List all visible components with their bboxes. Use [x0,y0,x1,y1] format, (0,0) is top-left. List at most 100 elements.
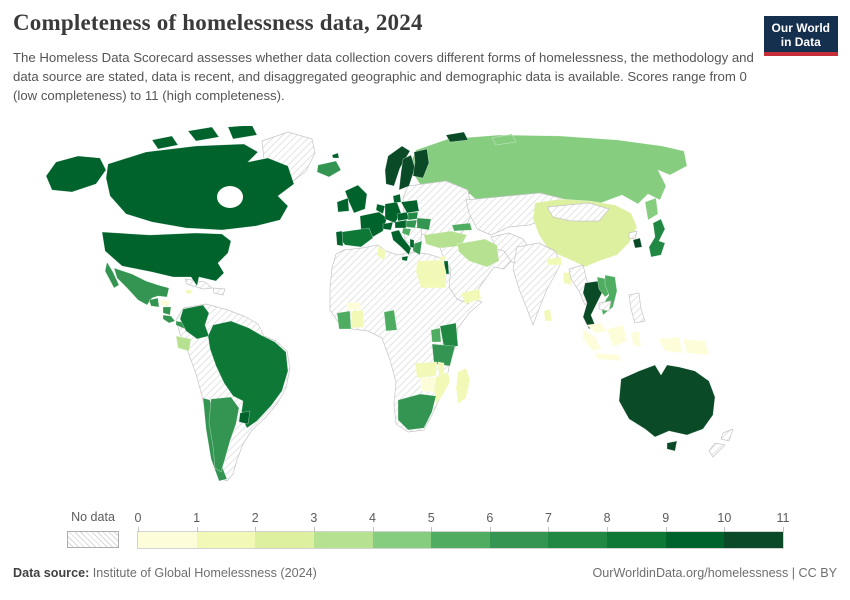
footer-source-text: Institute of Global Homelessness (2024) [92,566,317,580]
owid-logo-line1: Our World [771,21,830,35]
country-united-states[interactable] [45,155,232,287]
legend-cell[interactable] [607,532,666,548]
country-italy[interactable] [390,229,412,262]
legend-tick-line [372,527,374,532]
country-madagascar[interactable] [455,367,471,405]
legend-tick-line [196,527,198,532]
country-kenya[interactable] [439,322,459,349]
country-netherlands[interactable] [375,203,386,215]
legend-cell[interactable] [665,532,725,548]
country-canada[interactable] [105,126,295,231]
country-portugal[interactable] [335,230,344,247]
country-north-korea[interactable] [628,230,638,240]
legend-cell[interactable] [489,532,549,548]
country-switzerland[interactable] [382,221,394,231]
legend-tick-label: 3 [310,511,318,525]
legend-cell[interactable] [255,532,314,548]
legend-no-data-label: No data [71,510,115,524]
country-finland[interactable] [412,148,430,179]
country-ecuador[interactable] [175,335,192,352]
country-burkina-faso[interactable] [345,301,362,311]
country-honduras[interactable] [159,298,171,308]
country-ireland[interactable] [336,197,350,213]
country-new-zealand[interactable] [708,428,734,458]
country-cuba[interactable] [184,278,213,290]
legend-tick-label: 4 [369,511,377,525]
legend-cell[interactable] [548,532,608,548]
country-jamaica[interactable] [185,289,193,295]
legend-cell[interactable] [313,532,373,548]
country-yemen[interactable] [460,288,482,305]
page-title: Completeness of homelessness data, 2024 [13,10,423,35]
country-south-africa[interactable] [397,393,437,431]
legend-tick-label: 6 [486,511,494,525]
country-georgia[interactable] [451,222,473,232]
country-nepal[interactable] [546,256,563,266]
country-iceland[interactable] [316,160,342,178]
country-india[interactable] [512,242,562,326]
country-spain[interactable] [338,227,374,248]
country-norway[interactable] [384,131,469,187]
country-hungary[interactable] [405,219,418,229]
legend-cell[interactable] [372,532,432,548]
legend-tick-line [431,527,433,532]
country-uganda[interactable] [430,327,442,343]
country-japan[interactable] [648,218,666,258]
country-guatemala[interactable] [148,297,160,308]
country-egypt[interactable] [415,259,447,289]
legend-cell[interactable] [431,532,490,548]
country-argentina[interactable] [208,396,240,473]
country-cambodia[interactable] [598,300,612,312]
country-philippines[interactable] [628,292,646,324]
legend-tick-label: 5 [427,511,435,525]
country-costa-rica[interactable] [162,314,176,324]
page-subtitle: The Homeless Data Scorecard assesses whe… [13,50,754,104]
country-romania[interactable] [416,217,432,231]
country-cameroon[interactable] [383,309,398,332]
country-albania[interactable] [409,238,415,249]
country-hispaniola[interactable] [212,287,226,296]
country-tanzania[interactable] [431,343,456,367]
legend-no-data: No data [67,510,119,548]
country-croatia[interactable] [401,227,412,237]
owid-logo[interactable]: Our World in Data [763,16,838,56]
country-sweden[interactable] [398,154,416,191]
country-mexico[interactable] [104,261,170,306]
country-zimbabwe[interactable] [419,376,437,393]
country-united-kingdom[interactable] [344,184,368,214]
country-mongolia[interactable] [546,202,610,222]
legend-tick-line [255,527,257,532]
legend-cell[interactable] [196,532,256,548]
country-indonesia[interactable] [582,324,684,362]
country-iran[interactable] [456,238,500,268]
country-slovakia[interactable] [407,211,419,221]
legend-tick-line [665,527,667,532]
country-tunisia[interactable] [376,245,387,262]
legend-no-data-swatch[interactable] [67,531,119,548]
legend-tick-label: 11 [776,511,790,525]
country-poland[interactable] [400,199,420,214]
footer-attribution-link[interactable]: OurWorldinData.org/homelessness | CC BY [592,566,837,580]
country-cyprus[interactable] [439,255,447,261]
country-malaysia[interactable] [586,322,608,334]
legend-tick-label: 10 [717,511,732,525]
country-ghana[interactable] [350,309,365,329]
country-south-korea[interactable] [632,237,643,249]
legend-cell[interactable] [724,532,784,548]
legend-tick-line [724,527,726,532]
country-australia[interactable] [618,364,716,452]
country-brazil[interactable] [207,320,289,429]
country-sri-lanka[interactable] [543,308,553,322]
country-austria[interactable] [394,219,408,229]
country-cote-divoire[interactable] [336,310,352,330]
legend-tick-line [548,527,550,532]
country-greece[interactable] [412,240,423,256]
country-papua-new-guinea[interactable] [682,338,710,356]
country-nicaragua[interactable] [162,306,172,316]
country-zambia[interactable] [414,361,438,379]
country-mozambique[interactable] [433,371,451,405]
country-uruguay[interactable] [238,410,251,425]
legend-cell[interactable] [138,532,197,548]
country-bangladesh[interactable] [562,271,572,286]
